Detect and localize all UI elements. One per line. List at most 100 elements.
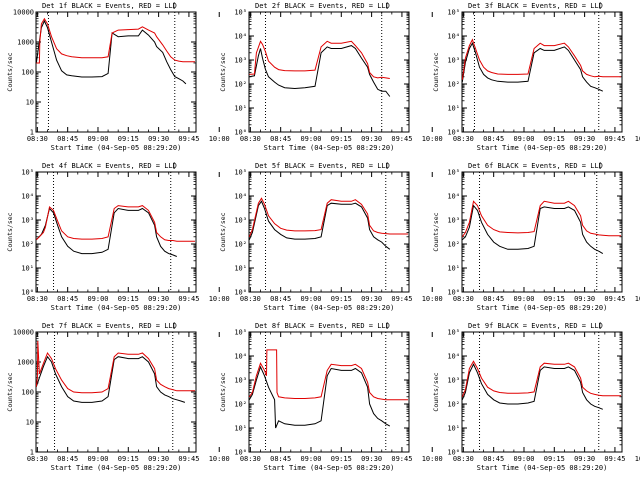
x-tick-label: 09:00	[300, 295, 321, 303]
x-tick-label: 08:45	[270, 295, 291, 303]
x-axis-label: Start Time (04-Sep-05 08:29:20)	[477, 304, 608, 312]
y-axis-label: Counts/sec	[432, 52, 440, 91]
y-tick-label: 10²	[21, 241, 34, 249]
x-tick-label: 09:45	[604, 455, 625, 463]
x-tick-label: 08:45	[57, 135, 78, 143]
x-tick-label: 09:30	[148, 135, 169, 143]
detector-panel-6: Det 6f BLACK = Events, RED = LLD[10⁰ 10¹ 1…	[432, 162, 640, 312]
x-axis-label: Start Time (04-Sep-05 08:29:20)	[477, 144, 608, 152]
x-tick-label: 08:30	[27, 455, 48, 463]
x-tick-label: 09:15	[118, 295, 139, 303]
y-tick-label: 10³	[234, 377, 247, 385]
x-tick-label: 10:00	[635, 455, 640, 463]
y-axis-label: Counts/sec	[432, 372, 440, 411]
series-line-lld	[36, 205, 195, 242]
detector-panel-9: Det 9f BLACK = Events, RED = LLD[10⁰ 10¹ 1…	[432, 322, 640, 472]
x-tick-label: 09:15	[331, 455, 352, 463]
series-line-lld	[36, 340, 195, 394]
y-tick-label: 10⁰	[234, 289, 247, 297]
y-tick-label: 10⁴	[234, 33, 247, 41]
x-tick-label: 09:00	[87, 295, 108, 303]
y-axis-label: Counts/sec	[432, 212, 440, 251]
series-line-events	[462, 363, 603, 410]
plot-frame	[248, 331, 410, 453]
series-line-lld	[462, 38, 621, 80]
x-tick-label: 09:45	[391, 135, 412, 143]
panel-corner-mark: [	[172, 162, 176, 170]
y-tick-label: 10⁰	[21, 289, 34, 297]
panel-corner-mark: [	[598, 2, 602, 10]
y-tick-label: 10¹	[21, 265, 34, 273]
x-tick-label: 10:00	[422, 135, 443, 143]
panel-title: Det 1f BLACK = Events, RED = LLD	[42, 2, 177, 10]
y-tick-label: 10¹	[447, 265, 460, 273]
panel-title: Det 8f BLACK = Events, RED = LLD	[255, 322, 390, 330]
y-tick-label: 10000	[13, 329, 34, 337]
detector-panel-7: Det 7f BLACK = Events, RED = LLD[1 10 100 1…	[6, 322, 230, 472]
series-line-events	[462, 204, 604, 255]
y-tick-label: 10⁴	[234, 193, 247, 201]
y-tick-label: 10⁰	[447, 449, 460, 457]
y-tick-label: 10⁴	[447, 193, 460, 201]
series-line-events	[36, 19, 187, 85]
y-tick-label: 10⁰	[447, 289, 460, 297]
y-tick-label: 10²	[234, 401, 247, 409]
x-tick-label: 09:45	[178, 135, 199, 143]
series-line-lld	[249, 349, 408, 401]
y-axis-label: Counts/sec	[219, 52, 227, 91]
series-line-lld	[462, 360, 621, 397]
y-tick-label: 10¹	[447, 105, 460, 113]
y-tick-label: 10¹	[447, 425, 460, 433]
panel-title: Det 2f BLACK = Events, RED = LLD	[255, 2, 390, 10]
series-line-events	[249, 365, 391, 429]
detector-panel-4: Det 4f BLACK = Events, RED = LLD[10⁰ 10¹ 1…	[6, 162, 230, 312]
y-tick-label: 10000	[13, 9, 34, 17]
x-tick-label: 08:30	[27, 135, 48, 143]
x-axis-label: Start Time (04-Sep-05 08:29:20)	[51, 144, 182, 152]
x-axis-label: Start Time (04-Sep-05 08:29:20)	[264, 144, 395, 152]
y-tick-label: 100	[21, 389, 34, 397]
plot-frame	[248, 11, 410, 133]
panel-title: Det 6f BLACK = Events, RED = LLD	[468, 162, 603, 170]
y-tick-label: 10	[26, 419, 34, 427]
panel-corner-mark: [	[385, 162, 389, 170]
y-tick-label: 10³	[447, 217, 460, 225]
x-tick-label: 09:30	[574, 295, 595, 303]
plot-frame	[461, 11, 623, 133]
x-tick-label: 08:30	[240, 135, 261, 143]
x-tick-label: 09:45	[604, 295, 625, 303]
x-tick-label: 09:00	[300, 455, 321, 463]
y-tick-label: 10⁰	[447, 129, 460, 137]
x-tick-label: 08:30	[27, 295, 48, 303]
panel-title: Det 7f BLACK = Events, RED = LLD	[42, 322, 177, 330]
y-tick-label: 10⁵	[234, 169, 247, 177]
y-tick-label: 10⁵	[21, 169, 34, 177]
x-tick-label: 10:00	[422, 455, 443, 463]
x-tick-label: 09:30	[361, 295, 382, 303]
y-tick-label: 100	[21, 69, 34, 77]
y-tick-label: 10³	[234, 57, 247, 65]
panel-corner-mark: [	[598, 162, 602, 170]
series-line-lld	[249, 40, 390, 79]
panel-title: Det 4f BLACK = Events, RED = LLD	[42, 162, 177, 170]
x-axis-label: Start Time (04-Sep-05 08:29:20)	[51, 304, 182, 312]
x-tick-label: 09:00	[513, 295, 534, 303]
x-tick-label: 10:00	[209, 455, 230, 463]
x-tick-label: 08:45	[57, 295, 78, 303]
x-tick-label: 09:30	[361, 455, 382, 463]
detector-panel-8: Det 8f BLACK = Events, RED = LLD[10⁰ 10¹ 1…	[219, 322, 443, 472]
x-tick-label: 09:45	[604, 135, 625, 143]
panel-corner-mark: [	[172, 322, 176, 330]
detector-panel-1: Det 1f BLACK = Events, RED = LLD[1 10 100 1…	[6, 2, 230, 152]
y-tick-label: 10²	[234, 241, 247, 249]
y-tick-label: 10²	[447, 401, 460, 409]
detector-panel-3: Det 3f BLACK = Events, RED = LLD[10⁰ 10¹ 1…	[432, 2, 640, 152]
panel-corner-mark: [	[385, 2, 389, 10]
x-tick-label: 09:15	[118, 455, 139, 463]
series-line-lld	[36, 17, 195, 64]
series-line-events	[36, 355, 186, 403]
x-tick-label: 08:45	[483, 135, 504, 143]
y-tick-label: 10⁵	[234, 9, 247, 17]
x-tick-label: 08:45	[57, 455, 78, 463]
